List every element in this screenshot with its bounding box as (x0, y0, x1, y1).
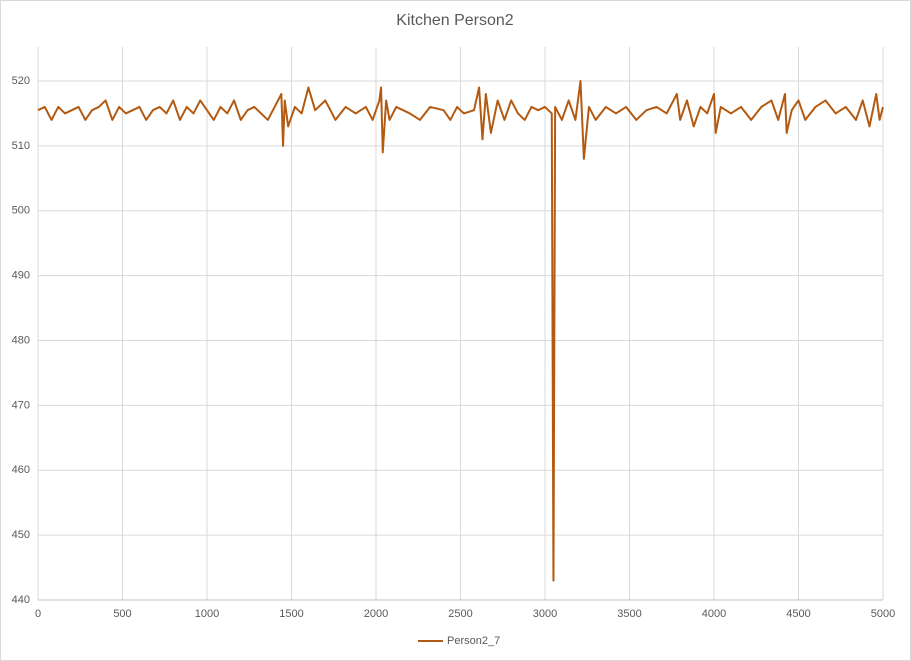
x-tick-label: 4000 (702, 608, 726, 620)
data-line (37, 80, 884, 582)
x-tick-label: 4500 (786, 608, 810, 620)
x-tick-label: 2000 (364, 608, 388, 620)
y-tick-label: 460 (12, 464, 30, 476)
x-tick-label: 1500 (279, 608, 303, 620)
x-tick-label: 500 (113, 608, 131, 620)
chart-title: Kitchen Person2 (396, 12, 514, 29)
x-tick-label: 3500 (617, 608, 641, 620)
y-tick-label: 440 (12, 594, 30, 606)
legend-label: Person2_7 (447, 635, 500, 647)
y-tick-label: 470 (12, 399, 30, 411)
y-tick-label: 500 (12, 205, 30, 217)
x-tick-label: 0 (35, 608, 41, 620)
x-tick-label: 2500 (448, 608, 472, 620)
y-tick-label: 480 (12, 334, 30, 346)
x-tick-label: 1000 (195, 608, 219, 620)
y-tick-label: 510 (12, 140, 30, 152)
y-tick-label: 450 (12, 529, 30, 541)
y-tick-label: 490 (12, 270, 30, 282)
x-tick-label: 3000 (533, 608, 557, 620)
y-tick-label: 520 (12, 75, 30, 87)
x-tick-label: 5000 (871, 608, 895, 620)
